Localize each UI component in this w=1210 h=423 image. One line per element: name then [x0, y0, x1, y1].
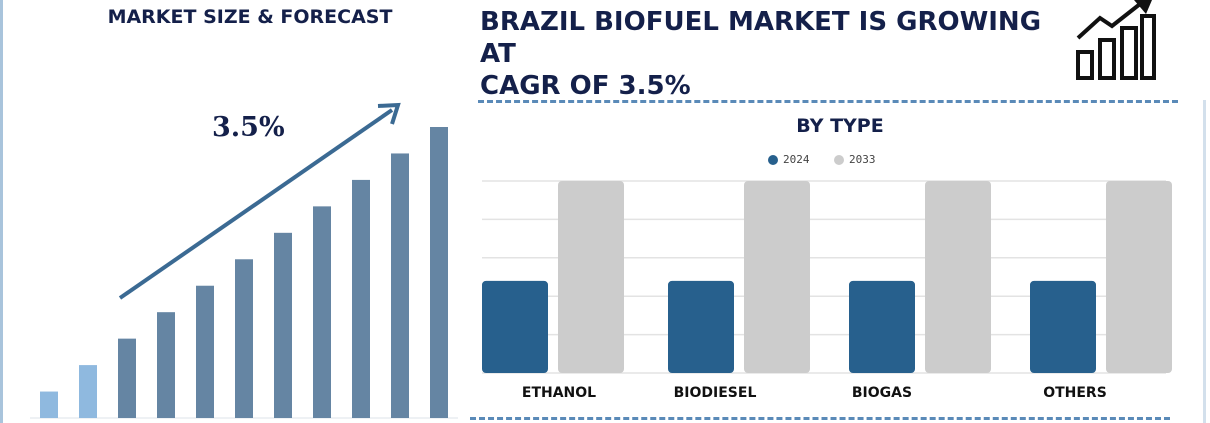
- bar-biogas-2024: [849, 280, 915, 373]
- growth-bar: [430, 127, 448, 418]
- growth-bar: [391, 153, 409, 419]
- growth-chart-icon: [1076, 0, 1156, 80]
- growth-chart: [30, 102, 458, 419]
- title-line-1: BRAZIL BIOFUEL MARKET IS GROWING AT: [480, 7, 1042, 69]
- category-label-ethanol: ETHANOL: [521, 385, 597, 401]
- growth-arrow-head-icon: [377, 102, 401, 125]
- top-divider: [478, 100, 1178, 103]
- left-border: [0, 0, 3, 423]
- growth-bar: [313, 206, 331, 418]
- category-label-others: OTHERS: [1043, 385, 1107, 401]
- legend-2024: 2024: [768, 153, 810, 166]
- bar-biogas-2033: [925, 181, 991, 373]
- bar-biodiesel-2024: [668, 280, 734, 373]
- growth-arrow-line: [118, 108, 394, 300]
- category-label-biogas: BIOGAS: [851, 385, 913, 401]
- market-size-title: MARKET SIZE & FORECAST: [107, 6, 393, 28]
- bar-others-2033: [1106, 181, 1172, 373]
- bar-others-2024: [1030, 280, 1096, 373]
- growth-bar: [235, 259, 253, 418]
- growth-bar: [352, 179, 370, 418]
- bar-biodiesel-2033: [744, 181, 810, 373]
- legend-dot-2033: [834, 154, 844, 165]
- chart-title: BY TYPE: [796, 115, 884, 137]
- legend-label-2033: 2033: [849, 153, 876, 166]
- bar-ethanol-2033: [558, 181, 624, 373]
- growth-bar: [118, 338, 136, 418]
- legend-2033: 2033: [834, 153, 876, 166]
- growth-bar: [196, 285, 214, 418]
- legend-dot-2024: [768, 154, 778, 165]
- bottom-divider: [470, 417, 1170, 420]
- legend-label-2024: 2024: [783, 153, 810, 166]
- title-line-2: CAGR OF 3.5%: [480, 71, 691, 101]
- growth-bar: [79, 365, 97, 418]
- growth-bar: [40, 391, 58, 418]
- right-border: [1203, 100, 1206, 423]
- category-label-biodiesel: BIODIESEL: [673, 385, 757, 401]
- page-title: BRAZIL BIOFUEL MARKET IS GROWING AT CAGR …: [480, 6, 1080, 102]
- growth-bar: [274, 232, 292, 418]
- cagr-label: 3.5%: [212, 112, 285, 143]
- bar-ethanol-2024: [482, 280, 548, 373]
- growth-bar: [157, 312, 175, 418]
